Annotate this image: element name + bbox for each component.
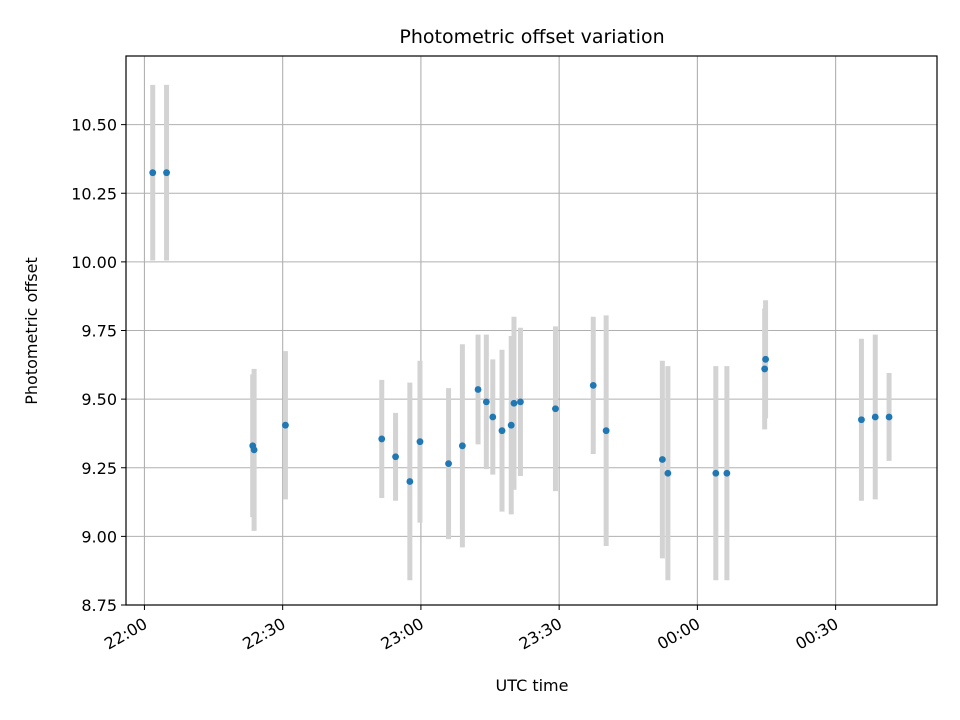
- data-point: [489, 413, 497, 421]
- data-point: [510, 399, 518, 407]
- data-point: [482, 398, 490, 406]
- data-point: [507, 421, 515, 429]
- y-tick-label: 10.50: [71, 116, 117, 135]
- data-point: [250, 446, 258, 454]
- data-point: [762, 355, 769, 363]
- data-point: [445, 460, 452, 468]
- data-point: [871, 413, 879, 421]
- data-point: [416, 438, 424, 446]
- data-point: [149, 169, 157, 177]
- data-point: [723, 469, 731, 477]
- y-tick-label: 9.00: [81, 527, 117, 546]
- data-point: [378, 435, 386, 443]
- y-axis-ticks: 8.75 9.00 9.25 9.50 9.75 10.00 10.25 10.50: [71, 116, 126, 615]
- data-point: [712, 469, 720, 477]
- data-point: [589, 382, 597, 389]
- data-point: [282, 421, 289, 429]
- data-markers: [149, 169, 893, 485]
- data-point: [458, 442, 466, 450]
- data-point: [885, 413, 893, 421]
- data-point: [858, 416, 865, 424]
- data-point: [761, 365, 769, 373]
- data-point: [392, 453, 399, 461]
- data-point: [163, 169, 170, 177]
- y-tick-label: 10.25: [71, 184, 117, 203]
- chart-title: Photometric offset variation: [399, 26, 664, 48]
- grid-lines: [126, 56, 937, 605]
- data-point: [664, 469, 672, 477]
- data-point: [474, 386, 482, 393]
- data-point: [498, 427, 506, 435]
- y-tick-label: 9.50: [81, 390, 117, 409]
- data-point: [602, 427, 610, 435]
- y-tick-label: 8.75: [81, 596, 117, 615]
- y-tick-label: 10.00: [71, 253, 117, 272]
- data-point: [658, 456, 666, 463]
- y-tick-label: 9.75: [81, 322, 117, 341]
- data-point: [552, 405, 559, 413]
- data-point: [406, 478, 414, 485]
- x-axis-label: UTC time: [496, 676, 569, 695]
- y-tick-label: 9.25: [81, 459, 117, 478]
- y-axis-label: Photometric offset: [22, 257, 41, 405]
- data-point: [517, 398, 524, 406]
